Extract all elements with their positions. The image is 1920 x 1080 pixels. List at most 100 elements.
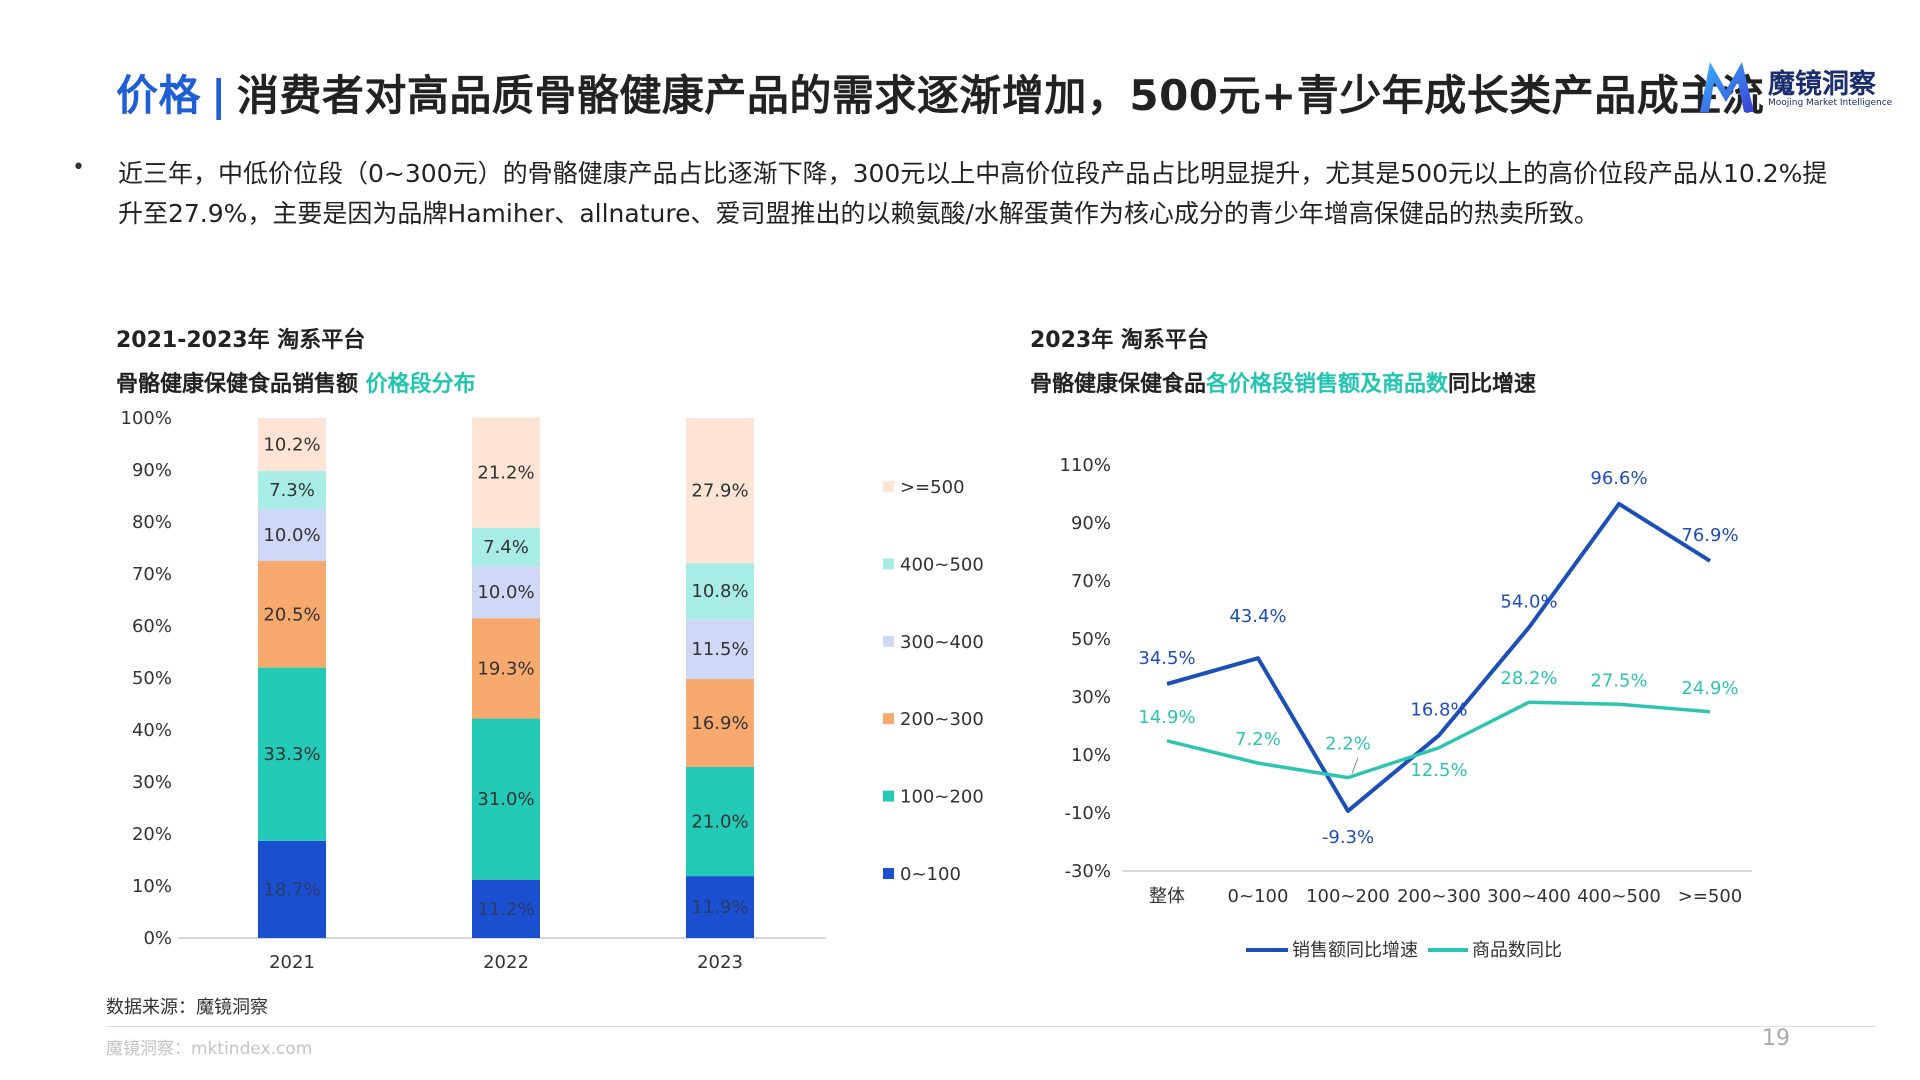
logo-name: 魔镜洞察	[1768, 69, 1876, 100]
bar-value-label: 7.4%	[483, 537, 529, 558]
bar-segment	[472, 618, 540, 719]
bar-value-label: 31.0%	[477, 789, 534, 810]
x-tick-label: 2021	[269, 952, 315, 973]
y-tick-label: 50%	[1071, 629, 1111, 650]
bar-segment	[258, 667, 326, 841]
bar-segment	[686, 876, 754, 938]
bar-segment	[686, 619, 754, 680]
bullet-marker: •	[72, 155, 85, 180]
y-tick-label: 90%	[132, 460, 172, 481]
sales-data-label: -9.3%	[1322, 827, 1374, 848]
left-chart-platform: 2021-2023年 淘系平台	[116, 328, 366, 353]
bar-value-label: 18.7%	[263, 879, 320, 900]
legend-swatch	[883, 481, 894, 492]
sales-data-label: 34.5%	[1138, 648, 1195, 669]
sales-data-label: 96.6%	[1590, 468, 1647, 489]
brand-logo: 魔镜洞察 Moojing Market Intelligence	[1696, 56, 1896, 116]
bar-segment	[258, 561, 326, 668]
bar-value-label: 11.2%	[477, 899, 534, 920]
items-data-label: 12.5%	[1410, 760, 1467, 781]
items-data-label: 7.2%	[1235, 729, 1281, 750]
y-tick-label: 10%	[132, 876, 172, 897]
x-tick-label: 0~100	[1228, 886, 1289, 907]
right-chart-platform: 2023年 淘系平台	[1030, 328, 1209, 353]
page-title: 价格 | 消费者对高品质骨骼健康产品的需求逐渐增加，500元+青少年成长类产品成主流	[116, 62, 1764, 123]
sales-data-label: 54.0%	[1500, 591, 1557, 612]
right-subtitle-plain-2: 同比增速	[1448, 372, 1537, 397]
y-tick-label: -10%	[1064, 803, 1111, 824]
legend-label: 销售额同比增速	[1292, 940, 1418, 961]
y-tick-label: 70%	[1071, 571, 1111, 592]
right-subtitle-plain-1: 骨骼健康保健食品	[1030, 372, 1207, 397]
y-tick-label: 60%	[132, 616, 172, 637]
y-tick-label: 40%	[132, 720, 172, 741]
bar-segment	[258, 418, 326, 472]
footer-url: 魔镜洞察：mktindex.com	[106, 1039, 313, 1059]
bar-value-label: 7.3%	[269, 480, 315, 501]
bar-value-label: 20.5%	[263, 604, 320, 625]
y-tick-label: 0%	[143, 928, 172, 949]
bar-value-label: 33.3%	[263, 744, 320, 765]
legend-swatch	[883, 558, 894, 570]
legend-swatch	[883, 713, 894, 725]
y-tick-label: 30%	[132, 772, 172, 793]
bar-segment	[686, 766, 754, 877]
bar-value-label: 16.9%	[691, 713, 748, 734]
bar-segment	[686, 418, 754, 564]
x-tick-label: 100~200	[1306, 886, 1390, 907]
x-tick-label: 2023	[697, 952, 743, 973]
bar-value-label: 21.2%	[477, 463, 534, 484]
footer-divider	[106, 1026, 1876, 1027]
items-data-label: 14.9%	[1138, 707, 1195, 728]
bar-value-label: 11.9%	[691, 897, 748, 918]
bar-segment	[472, 718, 540, 880]
right-subtitle-highlight: 各价格段销售额及商品数	[1206, 372, 1449, 397]
left-subtitle-highlight: 价格段分布	[365, 372, 476, 397]
sales-data-label: 43.4%	[1229, 606, 1286, 627]
legend-swatch	[883, 635, 894, 647]
x-tick-label: >=500	[1678, 886, 1743, 907]
bar-value-label: 10.2%	[263, 435, 320, 456]
bar-value-label: 10.0%	[477, 582, 534, 603]
y-tick-label: 50%	[132, 668, 172, 689]
right-chart-subtitle: 骨骼健康保健食品各价格段销售额及商品数同比增速	[1030, 366, 1536, 398]
bar-value-label: 19.3%	[477, 658, 534, 679]
bar-segment	[258, 471, 326, 509]
logo-m-icon	[1700, 62, 1754, 112]
bar-segment	[472, 527, 540, 567]
summary-text: 近三年，中低价位段（0~300元）的骨骼健康产品占比逐渐下降，300元以上中高价…	[118, 159, 1828, 228]
sales-data-label: 76.9%	[1681, 525, 1738, 546]
series-line-items	[1166, 700, 1711, 780]
legend-label: 商品数同比	[1472, 940, 1562, 961]
y-tick-label: 90%	[1071, 513, 1111, 534]
bar-value-label: 21.0%	[691, 812, 748, 833]
legend-label: >=500	[900, 477, 965, 498]
left-subtitle-plain: 骨骼健康保健食品销售额	[116, 372, 366, 397]
items-data-label: 24.9%	[1681, 678, 1738, 699]
y-tick-label: 20%	[132, 824, 172, 845]
y-tick-label: 110%	[1060, 455, 1111, 476]
sales-data-label: 16.8%	[1410, 699, 1467, 720]
bar-value-label: 11.5%	[691, 639, 748, 660]
y-tick-label: 80%	[132, 512, 172, 533]
y-tick-label: 30%	[1071, 687, 1111, 708]
bar-segment	[686, 563, 754, 620]
bar-segment	[472, 417, 540, 528]
bar-value-label: 10.0%	[263, 525, 320, 546]
page-number: 19	[1762, 1026, 1790, 1051]
left-chart-subtitle: 骨骼健康保健食品销售额 价格段分布	[116, 366, 476, 398]
x-tick-label: 200~300	[1397, 886, 1481, 907]
legend-label: 400~500	[900, 554, 984, 575]
items-data-label: 2.2%	[1325, 734, 1371, 755]
title-accent: 价格	[116, 71, 202, 120]
logo-subtitle: Moojing Market Intelligence	[1768, 98, 1893, 108]
series-line-sales	[1166, 501, 1712, 813]
legend-swatch	[883, 790, 894, 802]
x-tick-label: 2022	[483, 952, 529, 973]
bar-segment	[472, 566, 540, 619]
title-separator: |	[211, 71, 227, 120]
items-data-label: 28.2%	[1500, 668, 1557, 689]
x-tick-label: 300~400	[1487, 886, 1571, 907]
legend-label: 300~400	[900, 632, 984, 653]
